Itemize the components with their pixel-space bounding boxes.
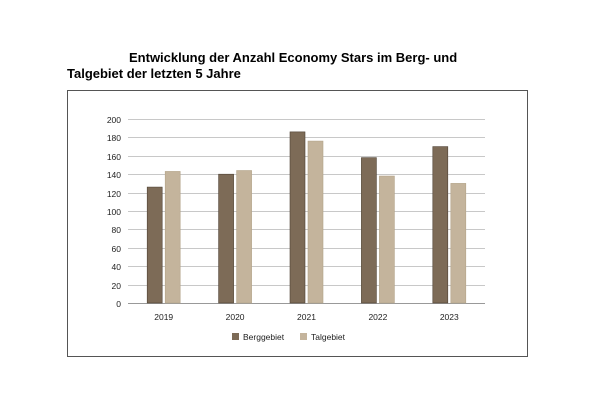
bar-berggebiet-2019 (146, 186, 163, 304)
y-tick-label: 180 (107, 133, 121, 143)
y-tick-label: 20 (112, 281, 122, 291)
x-tick-label: 2022 (368, 312, 387, 322)
x-tick-label: 2020 (226, 312, 245, 322)
bar-talgebiet-2020 (236, 170, 252, 304)
legend-label: Talgebiet (311, 332, 346, 342)
chart-title-line1: Entwicklung der Anzahl Economy Stars im … (129, 50, 457, 65)
legend-swatch (232, 333, 239, 340)
bar-talgebiet-2019 (164, 171, 181, 304)
bar-berggebiet-2021 (289, 131, 306, 304)
y-tick-label: 100 (107, 207, 121, 217)
bar-berggebiet-2020 (218, 173, 234, 304)
y-tick-label: 40 (112, 262, 122, 272)
bar-berggebiet-2022 (361, 157, 377, 304)
y-tick-label: 160 (107, 152, 121, 162)
legend-label: Berggebiet (243, 332, 285, 342)
x-tick-label: 2021 (297, 312, 316, 322)
chart-title-line2: Talgebiet der letzten 5 Jahre (67, 66, 241, 81)
x-tick-label: 2023 (440, 312, 459, 322)
y-tick-label: 200 (107, 115, 121, 125)
bar-talgebiet-2023 (450, 183, 467, 304)
bar-talgebiet-2021 (307, 140, 324, 304)
y-tick-label: 80 (112, 225, 122, 235)
y-tick-label: 0 (116, 299, 121, 309)
x-tick-label: 2019 (154, 312, 173, 322)
bar-talgebiet-2022 (379, 175, 395, 304)
y-tick-label: 120 (107, 189, 121, 199)
legend-swatch (300, 333, 307, 340)
y-tick-label: 60 (112, 244, 122, 254)
bar-berggebiet-2023 (432, 146, 449, 304)
y-tick-label: 140 (107, 170, 121, 180)
